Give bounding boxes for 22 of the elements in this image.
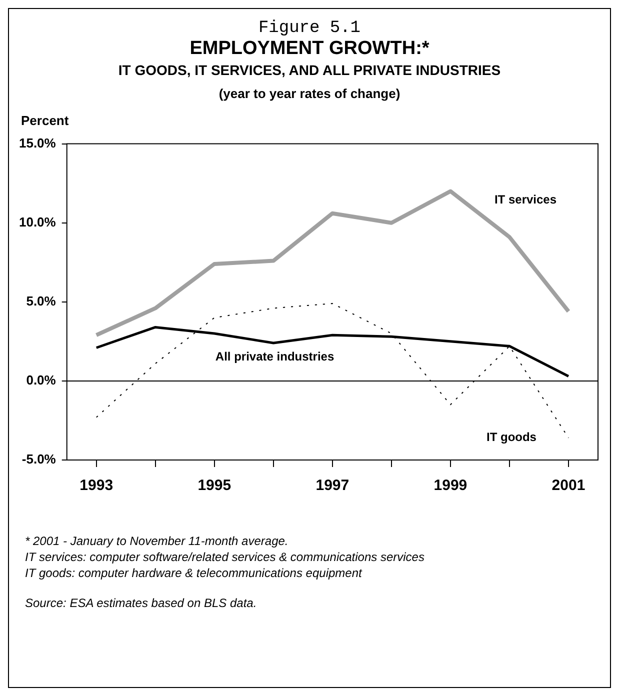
y-tick-label: -5.0% [22, 452, 56, 467]
series-label: IT goods [486, 430, 537, 444]
chart-title: EMPLOYMENT GROWTH:* [188, 38, 430, 60]
caption: Figure 5.1 [257, 19, 362, 38]
x-tick-label: 2001 [552, 477, 586, 494]
text: (year to year rates of change) [218, 86, 402, 101]
text: IT goods: computer hardware & telecommunications equipment [25, 565, 364, 581]
chart-subtitle: IT GOODS, IT SERVICES, AND ALL PRIVATE INDUSTRIES [117, 62, 502, 78]
x-tick-label: 1997 [316, 477, 350, 494]
x-tick-label: 1999 [434, 477, 468, 494]
series-label: All private industries [215, 349, 334, 364]
y-tick-label: 10.0% [18, 214, 56, 230]
y-tick-label: 5.0% [26, 293, 56, 308]
text: IT services: computer software/related services & communications services [25, 549, 426, 565]
x-tick-label: 1993 [80, 477, 114, 494]
text: * 2001 - January to November 11-month average. [25, 533, 290, 549]
source-note: Source: ESA estimates based on BLS data. [25, 595, 258, 611]
y-tick-label: 0.0% [26, 372, 56, 388]
y-tick-label: 15.0% [18, 135, 56, 150]
x-tick-label: 1995 [198, 477, 232, 494]
series-label: IT services [494, 192, 557, 206]
y-axis-title: Percent [21, 113, 70, 128]
